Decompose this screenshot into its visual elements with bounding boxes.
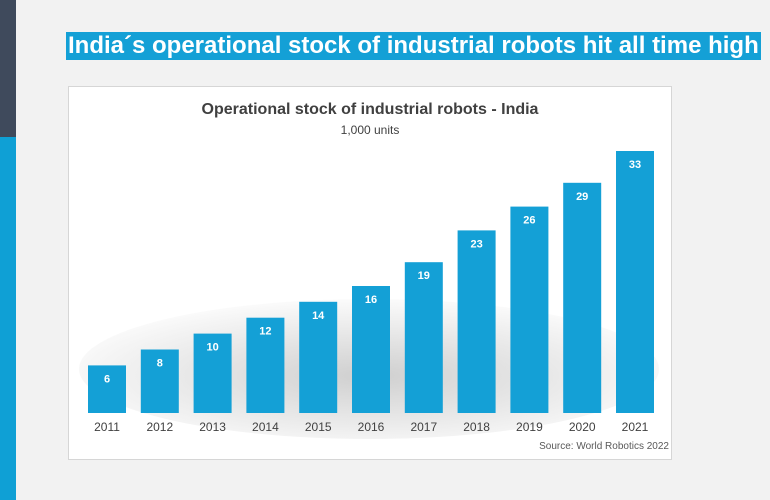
x-tick-2016: 2016 — [358, 420, 385, 434]
bar-2011 — [88, 365, 126, 413]
x-tick-2013: 2013 — [199, 420, 226, 434]
sidebar-accent-dark — [0, 0, 16, 137]
x-tick-2012: 2012 — [146, 420, 173, 434]
data-label-2012: 8 — [157, 358, 163, 370]
chart-title: Operational stock of industrial robots -… — [202, 101, 539, 118]
data-label-2013: 10 — [206, 342, 218, 354]
data-label-2014: 12 — [259, 326, 271, 338]
x-tick-2019: 2019 — [516, 420, 543, 434]
slide-headline: India´s operational stock of industrial … — [66, 32, 761, 60]
data-label-2019: 26 — [523, 215, 535, 227]
bar-2016 — [352, 286, 390, 413]
data-label-2017: 19 — [418, 270, 430, 282]
sidebar-accent-blue — [0, 137, 16, 500]
data-label-2021: 33 — [629, 159, 641, 171]
x-tick-2015: 2015 — [305, 420, 332, 434]
x-tick-2021: 2021 — [622, 420, 649, 434]
data-label-2020: 29 — [576, 191, 588, 203]
data-label-2018: 23 — [470, 238, 482, 250]
bar-2015 — [299, 301, 338, 413]
bar-2019 — [510, 206, 549, 413]
bar-2021 — [616, 151, 654, 413]
source-note: Source: World Robotics 2022 — [539, 441, 669, 452]
bar-2013 — [193, 333, 232, 413]
x-tick-2017: 2017 — [410, 420, 437, 434]
data-label-2011: 6 — [104, 373, 110, 385]
bar-2014 — [246, 317, 285, 413]
x-tick-2020: 2020 — [569, 420, 596, 434]
bar-2018 — [457, 230, 496, 413]
data-label-2015: 14 — [312, 310, 325, 322]
x-tick-2014: 2014 — [252, 420, 279, 434]
data-label-2016: 16 — [365, 294, 377, 306]
chart-subtitle: 1,000 units — [341, 123, 400, 137]
x-tick-2011: 2011 — [94, 420, 120, 434]
bar-2017 — [404, 262, 443, 413]
bar-2020 — [563, 182, 602, 413]
bar-chart: Operational stock of industrial robots -… — [79, 101, 669, 452]
chart-panel: Operational stock of industrial robots -… — [68, 86, 672, 460]
x-tick-2018: 2018 — [463, 420, 490, 434]
bar-2012 — [140, 349, 179, 413]
